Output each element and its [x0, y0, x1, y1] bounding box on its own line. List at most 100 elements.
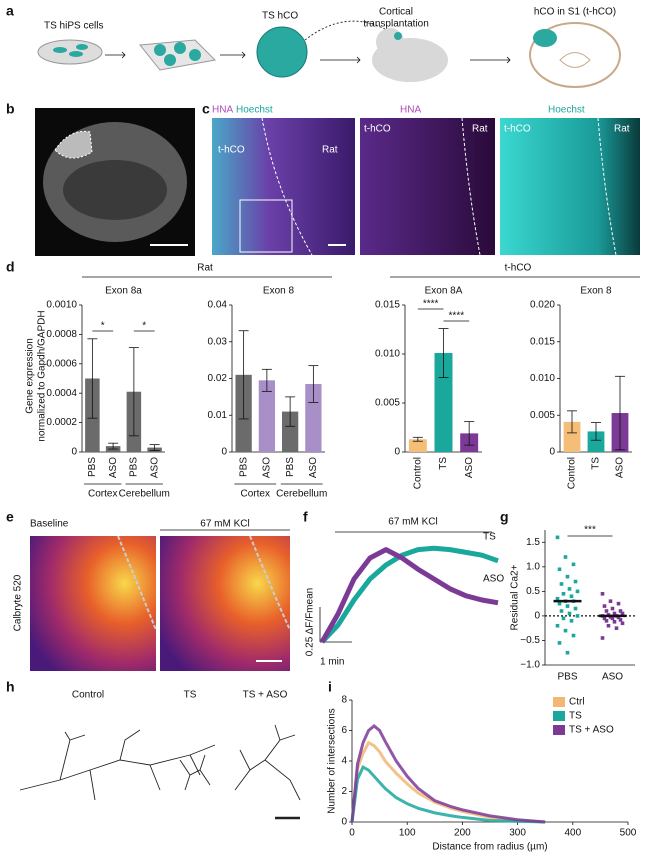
point	[557, 641, 562, 645]
y-tick-label: 0.5	[526, 586, 540, 597]
trace-line	[320, 545, 499, 644]
scale-label: 1 min	[320, 657, 344, 668]
point	[618, 609, 623, 613]
panel-label: i	[328, 679, 332, 695]
chart-title: Exon 8	[580, 286, 612, 297]
y-tick-label: 0.0008	[46, 329, 77, 340]
series-line	[350, 765, 546, 824]
y-tick-label: 0.0006	[46, 358, 77, 369]
x-tick-label: PBS	[87, 457, 98, 477]
y-tick-label: 0.005	[375, 398, 400, 409]
y-tick-label: 0.03	[208, 336, 228, 347]
point	[561, 592, 566, 596]
x-tick-label: 0	[349, 828, 355, 839]
point	[600, 636, 605, 640]
point	[557, 601, 562, 606]
point	[604, 619, 609, 623]
bar	[563, 421, 581, 452]
y-tick-label: 2	[341, 786, 347, 797]
bar	[258, 380, 276, 452]
point	[555, 535, 560, 540]
point	[610, 606, 615, 611]
schematic-label: transplantation	[363, 19, 429, 30]
legend-swatch	[553, 711, 565, 721]
point	[602, 616, 607, 621]
chart-title: Exon 8a	[105, 286, 142, 297]
x-tick-label: ASO	[615, 457, 626, 478]
y-tick-label: 0.0004	[46, 388, 77, 399]
neuron-tracing	[19, 724, 301, 820]
series-label: ASO	[483, 573, 504, 584]
channel-label: Hoechst	[548, 105, 585, 116]
point	[565, 650, 570, 655]
point	[555, 596, 560, 601]
point	[612, 611, 617, 616]
region-label: t-hCO	[504, 124, 531, 135]
scale-label: 0.25 ΔF/Fmean	[305, 588, 316, 656]
y-tick-label: 1.0	[526, 561, 540, 572]
point	[573, 606, 578, 611]
y-tick-label: 1.5	[526, 537, 540, 548]
mri-image	[35, 108, 195, 256]
y-tick-label: 0.04	[208, 300, 228, 311]
bar	[281, 411, 299, 452]
schematic-label: TS hiPS cells	[44, 21, 103, 32]
stimulus-label: 67 mM KCl	[388, 517, 437, 528]
bar	[408, 439, 427, 452]
y-tick-label: 4	[341, 756, 347, 767]
condition-label: TS + ASO	[243, 690, 288, 701]
x-tick-label: ASO	[308, 457, 319, 478]
y-tick-label: 0	[221, 447, 227, 458]
y-tick-label: 8	[341, 695, 347, 706]
point	[612, 620, 617, 624]
series-line	[350, 723, 546, 824]
point	[559, 582, 564, 586]
point	[616, 615, 621, 620]
schematic-label: hCO in S1 (t-hCO)	[534, 7, 616, 18]
point	[573, 579, 578, 584]
y-tick-label: 0	[71, 447, 77, 458]
y-tick-label: 0.010	[375, 349, 400, 360]
y-tick-label: 0.020	[530, 300, 555, 311]
schematic-label: TS hCO	[262, 11, 298, 22]
x-tick-label: 500	[620, 828, 637, 839]
x-tick-label: TS	[591, 457, 602, 470]
group-header: Rat	[197, 263, 213, 274]
panel-label: g	[500, 509, 509, 525]
point	[563, 555, 568, 559]
point	[569, 619, 574, 623]
point	[618, 618, 623, 622]
panel-label: e	[6, 509, 14, 525]
x-tick-label: ASO	[262, 457, 273, 478]
sig-label: ****	[449, 311, 465, 322]
panel-label: c	[202, 101, 210, 117]
y-tick-label: 0	[549, 447, 555, 458]
x-tick-label: Control	[567, 457, 578, 489]
channel-label: Hoechst	[236, 105, 273, 116]
legend-label: TS + ASO	[569, 725, 614, 736]
legend-label: Ctrl	[569, 697, 585, 708]
sig-label: ****	[423, 299, 439, 310]
y-axis-label: Gene expression	[25, 338, 36, 414]
group-label: Cerebellum	[276, 489, 327, 500]
point	[606, 623, 611, 628]
sig-label: ***	[584, 525, 596, 536]
x-tick-label: 100	[399, 828, 416, 839]
y-tick-label: −0.5	[520, 635, 540, 646]
condition-label: 67 mM KCl	[200, 519, 249, 530]
y-axis-label: Number of intersections	[327, 708, 338, 814]
group-label: Cerebellum	[119, 489, 170, 500]
panel-label: a	[6, 3, 14, 19]
y-axis-label: Calbryte 520	[13, 574, 24, 631]
region-label: Rat	[614, 124, 630, 135]
y-tick-label: 0	[341, 817, 347, 828]
panel-label: f	[303, 509, 308, 525]
point	[620, 621, 625, 626]
x-tick-label: 400	[564, 828, 581, 839]
calcium-image	[30, 529, 291, 671]
x-tick-label: PBS	[285, 457, 296, 477]
point	[614, 626, 619, 630]
chart-title: Exon 8A	[425, 286, 463, 297]
y-tick-label: 0.0002	[46, 417, 77, 428]
point	[571, 633, 576, 638]
